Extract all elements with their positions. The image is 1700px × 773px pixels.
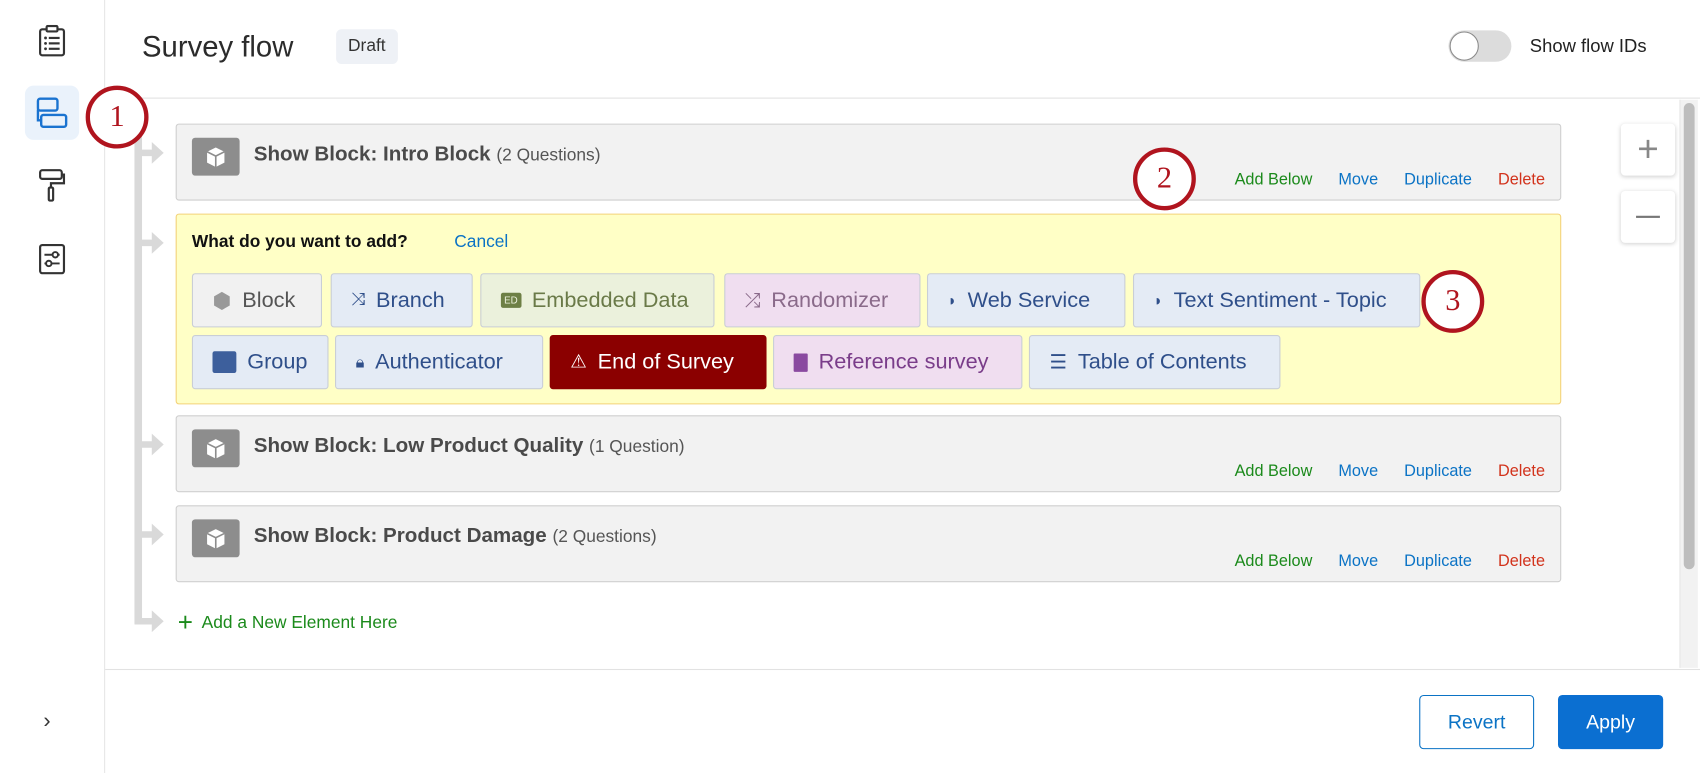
move-link[interactable]: Move [1338,551,1379,571]
block-cube-icon [191,137,240,176]
duplicate-link[interactable]: Duplicate [1404,551,1472,571]
table-icon: ☰ [1049,350,1068,373]
flow-arrow-icon [134,610,164,633]
folder-icon [212,351,237,373]
add-question-label: What do you want to add? [191,233,408,252]
add-embedded-data-button[interactable]: ED Embedded Data [480,273,715,328]
add-below-link[interactable]: Add Below [1234,551,1313,571]
block-title: Show Block: Intro Block [253,143,491,166]
add-below-link[interactable]: Add Below [1234,170,1313,189]
flow-block-intro[interactable]: Show Block: Intro Block (2 Questions) Ad… [175,123,1562,201]
plus-icon: + [177,608,194,638]
revert-button[interactable]: Revert [1419,694,1535,750]
page-title: Survey flow [142,30,294,63]
zoom-in-button[interactable]: + [1620,123,1676,176]
feed-icon: ◗ [1153,291,1163,309]
scrollbar[interactable] [1679,99,1698,668]
sidebar-item-survey-options[interactable] [25,232,79,286]
add-end-of-survey-button[interactable]: ⚠ End of Survey [549,335,767,390]
feed-icon: ◗ [947,291,957,309]
add-reference-survey-button[interactable]: Reference survey [773,335,1023,390]
cube-icon: ⬢ [212,288,232,313]
delete-link[interactable]: Delete [1497,170,1545,189]
annotation-marker: 1 [85,85,149,149]
delete-link[interactable]: Delete [1497,461,1545,481]
clipboard-icon [793,352,808,372]
add-group-button[interactable]: Group [191,335,329,390]
settings-sliders-icon [39,243,66,275]
status-badge: Draft [336,29,398,64]
move-link[interactable]: Move [1338,461,1379,481]
block-question-count: (1 Question) [589,438,685,457]
minus-icon [1636,215,1660,218]
lock-icon: 🔒︎ [355,352,365,372]
sidebar-item-survey-flow[interactable] [24,85,80,140]
add-below-link[interactable]: Add Below [1234,461,1313,481]
add-block-button[interactable]: ⬢ Block [191,273,323,328]
cancel-link[interactable]: Cancel [454,233,509,252]
branch-icon: ⤨ [351,290,366,309]
move-link[interactable]: Move [1338,170,1379,189]
add-table-of-contents-button[interactable]: ☰ Table of Contents [1028,335,1281,390]
add-randomizer-button[interactable]: ⤮ Randomizer [724,273,921,328]
plus-icon: + [1637,128,1659,170]
divider [105,97,1700,99]
add-new-element-link[interactable]: + Add a New Element Here [177,608,398,638]
delete-link[interactable]: Delete [1497,551,1545,571]
flow-arrow-icon [134,142,164,164]
chevron-right-icon[interactable]: › [43,709,51,733]
annotation-marker: 2 [1132,147,1196,211]
flow-arrow-icon [134,232,164,254]
flow-block-product-damage[interactable]: Show Block: Product Damage (2 Questions)… [175,505,1562,583]
warning-icon: ⚠ [570,351,587,372]
survey-flow-icon [36,97,68,129]
flow-connector [134,119,143,624]
add-element-panel: What do you want to add? Cancel ⬢ Block ⤨… [175,213,1562,405]
flow-block-low-product-quality[interactable]: Show Block: Low Product Quality (1 Quest… [175,415,1562,493]
block-cube-icon [191,429,240,468]
add-branch-button[interactable]: ⤨ Branch [330,273,473,328]
block-title: Show Block: Product Damage [253,524,547,548]
clipboard-list-icon [39,24,66,57]
zoom-out-button[interactable] [1620,190,1676,243]
embedded-data-icon: ED [500,292,521,308]
show-flow-ids-label: Show flow IDs [1529,35,1647,57]
divider [105,668,1700,671]
sidebar-item-look-and-feel[interactable] [25,158,79,212]
shuffle-icon: ⤮ [744,288,761,311]
duplicate-link[interactable]: Duplicate [1404,170,1472,189]
block-cube-icon [191,519,240,558]
sidebar-item-survey[interactable] [25,14,79,68]
apply-button[interactable]: Apply [1557,694,1664,750]
block-question-count: (2 Questions) [552,528,657,547]
flow-arrow-icon [134,523,164,546]
flow-arrow-icon [134,433,164,456]
duplicate-link[interactable]: Duplicate [1404,461,1472,481]
add-text-sentiment-button[interactable]: ◗ Text Sentiment - Topic [1132,273,1421,328]
annotation-marker: 3 [1421,269,1485,333]
paint-roller-icon [39,169,66,202]
add-authenticator-button[interactable]: 🔒︎ Authenticator [335,335,544,390]
block-question-count: (2 Questions) [496,146,601,165]
add-web-service-button[interactable]: ◗ Web Service [926,273,1126,328]
block-title: Show Block: Low Product Quality [253,434,584,458]
show-flow-ids-toggle[interactable] [1448,30,1512,62]
